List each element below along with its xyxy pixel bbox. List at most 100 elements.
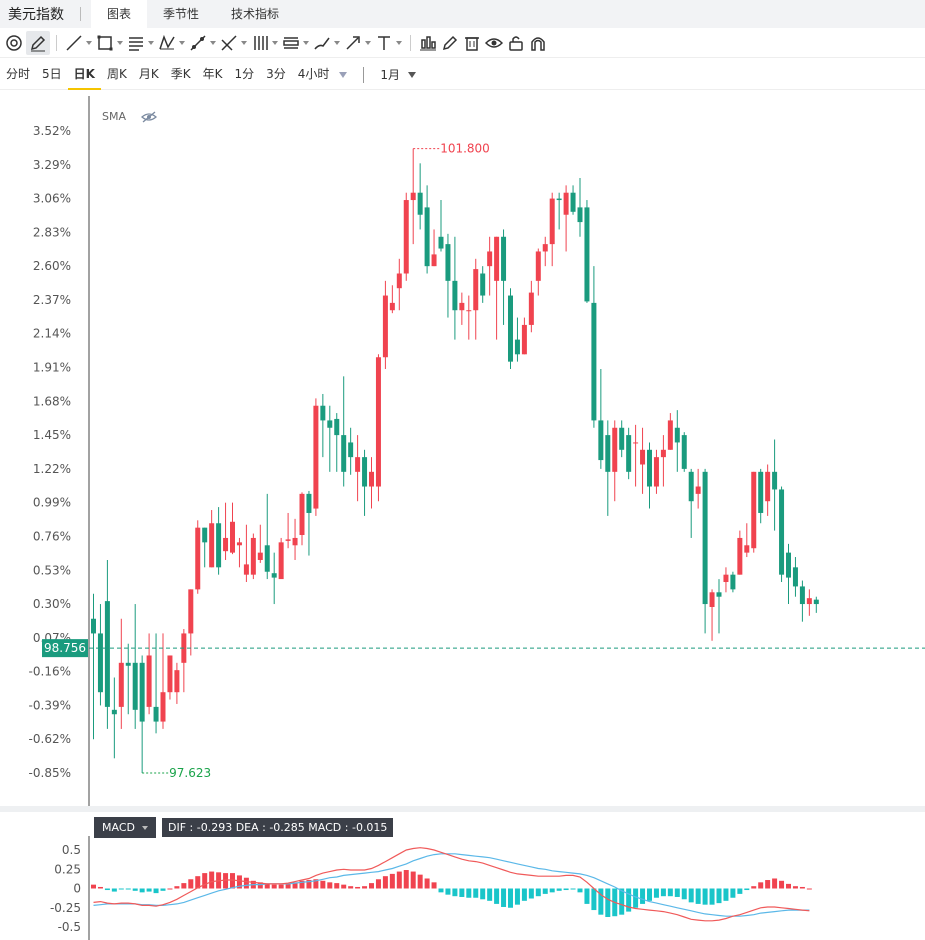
- candle-body: [174, 670, 180, 693]
- period-monthly[interactable]: 月K: [138, 66, 159, 81]
- tab-seasonality[interactable]: 季节性: [163, 7, 200, 21]
- path-icon[interactable]: [187, 31, 218, 55]
- period-5day[interactable]: 5日: [42, 66, 62, 81]
- candle-body: [243, 564, 249, 575]
- magnet-icon[interactable]: [2, 31, 26, 55]
- macd-bar: [494, 888, 500, 904]
- lock-icon[interactable]: [505, 31, 527, 55]
- macd-bar: [626, 888, 632, 912]
- macd-bar: [431, 882, 437, 889]
- max-price-label: 101.800: [440, 142, 490, 156]
- candle-body: [647, 449, 652, 487]
- tab-indicators[interactable]: 技术指标: [231, 7, 280, 21]
- sma-legend: SMA: [102, 110, 158, 123]
- candle-body: [111, 709, 117, 715]
- trash-icon[interactable]: [461, 31, 483, 55]
- y-tick-label: 0.30%: [33, 597, 71, 611]
- y-tick-label: 3.29%: [33, 158, 71, 172]
- period-3min[interactable]: 3分: [266, 66, 286, 81]
- tab-chart[interactable]: 图表: [91, 0, 148, 28]
- eye-icon[interactable]: [483, 31, 505, 55]
- eye-off-icon[interactable]: [140, 111, 158, 123]
- rectangle-icon[interactable]: [94, 31, 125, 55]
- macd-bar: [806, 888, 812, 890]
- candle-body: [813, 599, 819, 605]
- candle-body: [362, 457, 368, 487]
- measure-icon[interactable]: [280, 31, 311, 55]
- candle-body: [605, 435, 611, 472]
- macd-select[interactable]: MACD: [94, 817, 156, 838]
- y-tick-label: -0.85%: [29, 766, 71, 780]
- candle-body: [132, 662, 138, 710]
- pencil-icon[interactable]: [26, 30, 50, 55]
- macd-tick-label: 0: [73, 882, 81, 896]
- period-1min[interactable]: 1分: [234, 66, 255, 81]
- candle-body: [667, 420, 673, 450]
- candle-body: [369, 471, 374, 487]
- macd-bar: [299, 880, 305, 889]
- candle-body: [299, 493, 305, 536]
- period-quarterly[interactable]: 季K: [170, 66, 191, 81]
- line-icon[interactable]: [63, 31, 94, 55]
- pane-divider[interactable]: [0, 806, 925, 812]
- candle-body: [765, 471, 771, 502]
- macd-bar: [424, 878, 430, 889]
- candle-body: [480, 273, 486, 296]
- y-tick-label: 2.83%: [33, 225, 71, 239]
- candle-body: [348, 442, 354, 458]
- candle-body: [139, 662, 145, 722]
- macd-chart[interactable]: 0.5 0.25 0 -0.25 -0.5: [0, 836, 925, 940]
- candle-body: [438, 236, 444, 249]
- range-select[interactable]: 1月: [372, 66, 432, 83]
- macd-bar: [535, 888, 541, 897]
- macd-bar: [236, 875, 242, 889]
- cross-lines-icon[interactable]: [218, 31, 249, 55]
- macd-bar: [167, 888, 173, 890]
- macd-bar: [355, 886, 361, 889]
- macd-bar: [257, 882, 263, 889]
- period-intraday[interactable]: 分时: [6, 66, 31, 81]
- top-bar: 美元指数 图表 季节性 技术指标: [0, 0, 925, 28]
- candle-body: [153, 706, 159, 722]
- macd-bar: [584, 888, 590, 904]
- fib-icon[interactable]: [125, 31, 156, 55]
- chart-settings-icon[interactable]: [417, 31, 439, 55]
- brush-icon[interactable]: [311, 31, 342, 55]
- candle-body: [563, 192, 569, 215]
- pattern-icon[interactable]: [156, 31, 187, 55]
- y-tick-label: -0.16%: [29, 665, 71, 679]
- period-yearly[interactable]: 年K: [202, 66, 223, 81]
- sma-label: SMA: [102, 110, 126, 123]
- current-price-tag: [42, 639, 88, 658]
- macd-bar: [577, 888, 583, 893]
- candle-body: [271, 573, 277, 578]
- dea-line: [93, 853, 810, 917]
- arrow-icon[interactable]: [342, 31, 373, 55]
- period-4hour[interactable]: 4小时: [297, 66, 330, 81]
- macd-bar: [779, 880, 785, 889]
- macd-tick-label: -0.25: [50, 901, 81, 915]
- period-weekly[interactable]: 周K: [106, 66, 127, 81]
- macd-bar: [681, 888, 687, 900]
- edit-icon[interactable]: [439, 31, 461, 55]
- macd-bar: [633, 888, 639, 908]
- candle-body: [487, 251, 493, 267]
- macd-bar: [403, 870, 409, 889]
- candle-body: [494, 236, 500, 281]
- period-daily[interactable]: 日K: [67, 60, 101, 90]
- chevron-down-icon: [142, 825, 148, 830]
- period-more-icon[interactable]: [339, 71, 348, 78]
- macd-bar: [799, 886, 805, 889]
- candle-body: [556, 198, 562, 201]
- macd-bar: [674, 888, 680, 897]
- candlestick-chart[interactable]: 3.52% 3.29% 3.06% 2.83% 2.60% 2.37% 2.14% 1.91%…: [0, 96, 925, 816]
- macd-bar: [195, 876, 201, 889]
- magnet-off-icon[interactable]: [527, 31, 549, 55]
- candle-body: [626, 435, 632, 472]
- candle-body: [118, 662, 124, 707]
- parallel-icon[interactable]: [249, 31, 280, 55]
- macd-bar: [285, 883, 291, 889]
- y-tick-label: -0.39%: [29, 698, 71, 712]
- candle-body: [514, 339, 520, 355]
- text-icon[interactable]: [373, 31, 404, 55]
